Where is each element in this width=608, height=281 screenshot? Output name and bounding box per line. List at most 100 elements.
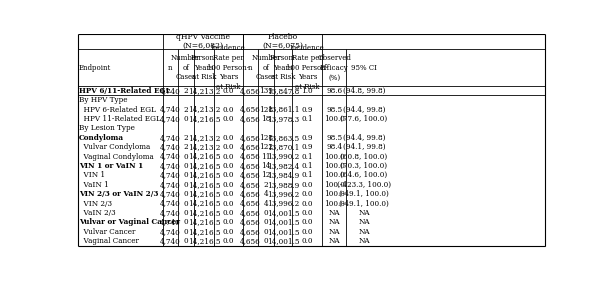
Text: 122: 122	[259, 143, 273, 151]
Text: 100.0: 100.0	[323, 190, 345, 198]
Text: 13,988.9: 13,988.9	[267, 181, 299, 189]
Text: 98.5: 98.5	[326, 106, 342, 114]
Text: Endpoint: Endpoint	[79, 64, 111, 72]
Text: 4,740: 4,740	[160, 190, 181, 198]
Text: 0.1: 0.1	[302, 153, 313, 160]
Text: 0.0: 0.0	[223, 228, 234, 236]
Text: 0.0: 0.0	[223, 143, 234, 151]
Text: 100.0: 100.0	[323, 181, 345, 189]
Text: 0.0: 0.0	[223, 181, 234, 189]
Text: 0: 0	[263, 218, 268, 226]
Text: (94.1, 99.8): (94.1, 99.8)	[342, 143, 385, 151]
Text: 4,740: 4,740	[160, 87, 181, 95]
Text: 13,996.2: 13,996.2	[267, 190, 299, 198]
Text: HPV 6-Related EGL: HPV 6-Related EGL	[79, 106, 156, 114]
Text: 4,740: 4,740	[160, 106, 181, 114]
Text: 0: 0	[184, 218, 188, 226]
Text: 14,216.5: 14,216.5	[188, 218, 220, 226]
Text: 4,740: 4,740	[160, 143, 181, 151]
Text: 0.9: 0.9	[302, 106, 313, 114]
Text: NA: NA	[358, 237, 370, 245]
Text: 4,656: 4,656	[240, 237, 261, 245]
Text: 0: 0	[184, 209, 188, 217]
Text: 13,984.9: 13,984.9	[267, 171, 299, 179]
Text: 14,001.5: 14,001.5	[267, 209, 299, 217]
Text: Vulvar or Vaginal Cancer: Vulvar or Vaginal Cancer	[79, 218, 180, 226]
Text: NA: NA	[358, 218, 370, 226]
Text: 0: 0	[184, 115, 188, 123]
Text: 0: 0	[184, 228, 188, 236]
Text: 0: 0	[184, 153, 188, 160]
Text: 14,216.5: 14,216.5	[188, 162, 220, 170]
Text: 13,863.5: 13,863.5	[267, 134, 299, 142]
Text: 13,982.4: 13,982.4	[267, 162, 299, 170]
Text: 11: 11	[261, 153, 271, 160]
Text: 0: 0	[263, 237, 268, 245]
Text: 0: 0	[184, 200, 188, 207]
Text: 100.0: 100.0	[323, 162, 345, 170]
Text: NA: NA	[328, 209, 340, 217]
Text: 4,740: 4,740	[160, 134, 181, 142]
Text: VaIN 2/3: VaIN 2/3	[79, 209, 116, 217]
Text: 14: 14	[261, 162, 271, 170]
Text: 0.1: 0.1	[302, 115, 313, 123]
Text: By Lesion Type: By Lesion Type	[79, 124, 135, 132]
Text: 4,740: 4,740	[160, 115, 181, 123]
Text: 4,740: 4,740	[160, 153, 181, 160]
Text: 4,740: 4,740	[160, 171, 181, 179]
Text: Placebo
(N=6,075): Placebo (N=6,075)	[262, 33, 303, 50]
Text: 4,656: 4,656	[240, 143, 261, 151]
Text: 0.0: 0.0	[223, 200, 234, 207]
Text: 14,216.5: 14,216.5	[188, 237, 220, 245]
Text: 128: 128	[259, 134, 273, 142]
Text: Incidence
Rate per
100 Person-
Years
at Risk: Incidence Rate per 100 Person- Years at …	[286, 44, 328, 91]
Text: Vulvar Cancer: Vulvar Cancer	[79, 228, 136, 236]
Text: (-49.1, 100.0): (-49.1, 100.0)	[339, 200, 389, 207]
Text: 14,216.5: 14,216.5	[188, 181, 220, 189]
Text: 0: 0	[184, 190, 188, 198]
Text: 4,656: 4,656	[240, 115, 261, 123]
Text: 0.0: 0.0	[223, 237, 234, 245]
Text: VIN 2/3 or VaIN 2/3: VIN 2/3 or VaIN 2/3	[79, 190, 159, 198]
Text: 4,656: 4,656	[240, 106, 261, 114]
Text: 13,870.1: 13,870.1	[267, 143, 299, 151]
Text: 4,656: 4,656	[240, 218, 261, 226]
Text: (94.4, 99.8): (94.4, 99.8)	[343, 106, 385, 114]
Text: 98.4: 98.4	[326, 143, 342, 151]
Text: 0: 0	[184, 162, 188, 170]
Text: 14,216.5: 14,216.5	[188, 209, 220, 217]
Text: 12: 12	[261, 171, 271, 179]
Text: 0.0: 0.0	[223, 218, 234, 226]
Text: VaIN 1: VaIN 1	[79, 181, 109, 189]
Text: 0.0: 0.0	[302, 190, 313, 198]
Text: 13,990.2: 13,990.2	[267, 153, 299, 160]
Text: 4,740: 4,740	[160, 218, 181, 226]
Text: 98.6: 98.6	[326, 87, 342, 95]
Text: 4,656: 4,656	[240, 171, 261, 179]
Text: 14,001.5: 14,001.5	[267, 228, 299, 236]
Text: 2: 2	[263, 181, 268, 189]
Text: 0: 0	[263, 228, 268, 236]
Text: 0.0: 0.0	[223, 87, 234, 95]
Text: Vaginal Cancer: Vaginal Cancer	[79, 237, 139, 245]
Text: 14,213.2: 14,213.2	[188, 143, 220, 151]
Text: 139: 139	[259, 87, 273, 95]
Text: 4,656: 4,656	[240, 200, 261, 207]
Text: 18: 18	[261, 115, 271, 123]
Text: 4: 4	[263, 200, 268, 207]
Text: 0.0: 0.0	[223, 209, 234, 217]
Text: 4,740: 4,740	[160, 237, 181, 245]
Text: 0.1: 0.1	[302, 171, 313, 179]
Text: 14,216.5: 14,216.5	[188, 190, 220, 198]
Text: VIN 2/3: VIN 2/3	[79, 200, 112, 207]
Text: 14,001.5: 14,001.5	[267, 218, 299, 226]
Text: 0.0: 0.0	[223, 162, 234, 170]
Text: 13,996.2: 13,996.2	[267, 200, 299, 207]
Text: (-423.3, 100.0): (-423.3, 100.0)	[337, 181, 391, 189]
Text: 4,656: 4,656	[240, 134, 261, 142]
Text: 4,740: 4,740	[160, 162, 181, 170]
Text: 0.0: 0.0	[223, 115, 234, 123]
Text: 13,847.8: 13,847.8	[267, 87, 299, 95]
Text: HPV 6/11-Related EGL: HPV 6/11-Related EGL	[79, 87, 171, 95]
Text: Number
of
Cases: Number of Cases	[251, 54, 280, 81]
